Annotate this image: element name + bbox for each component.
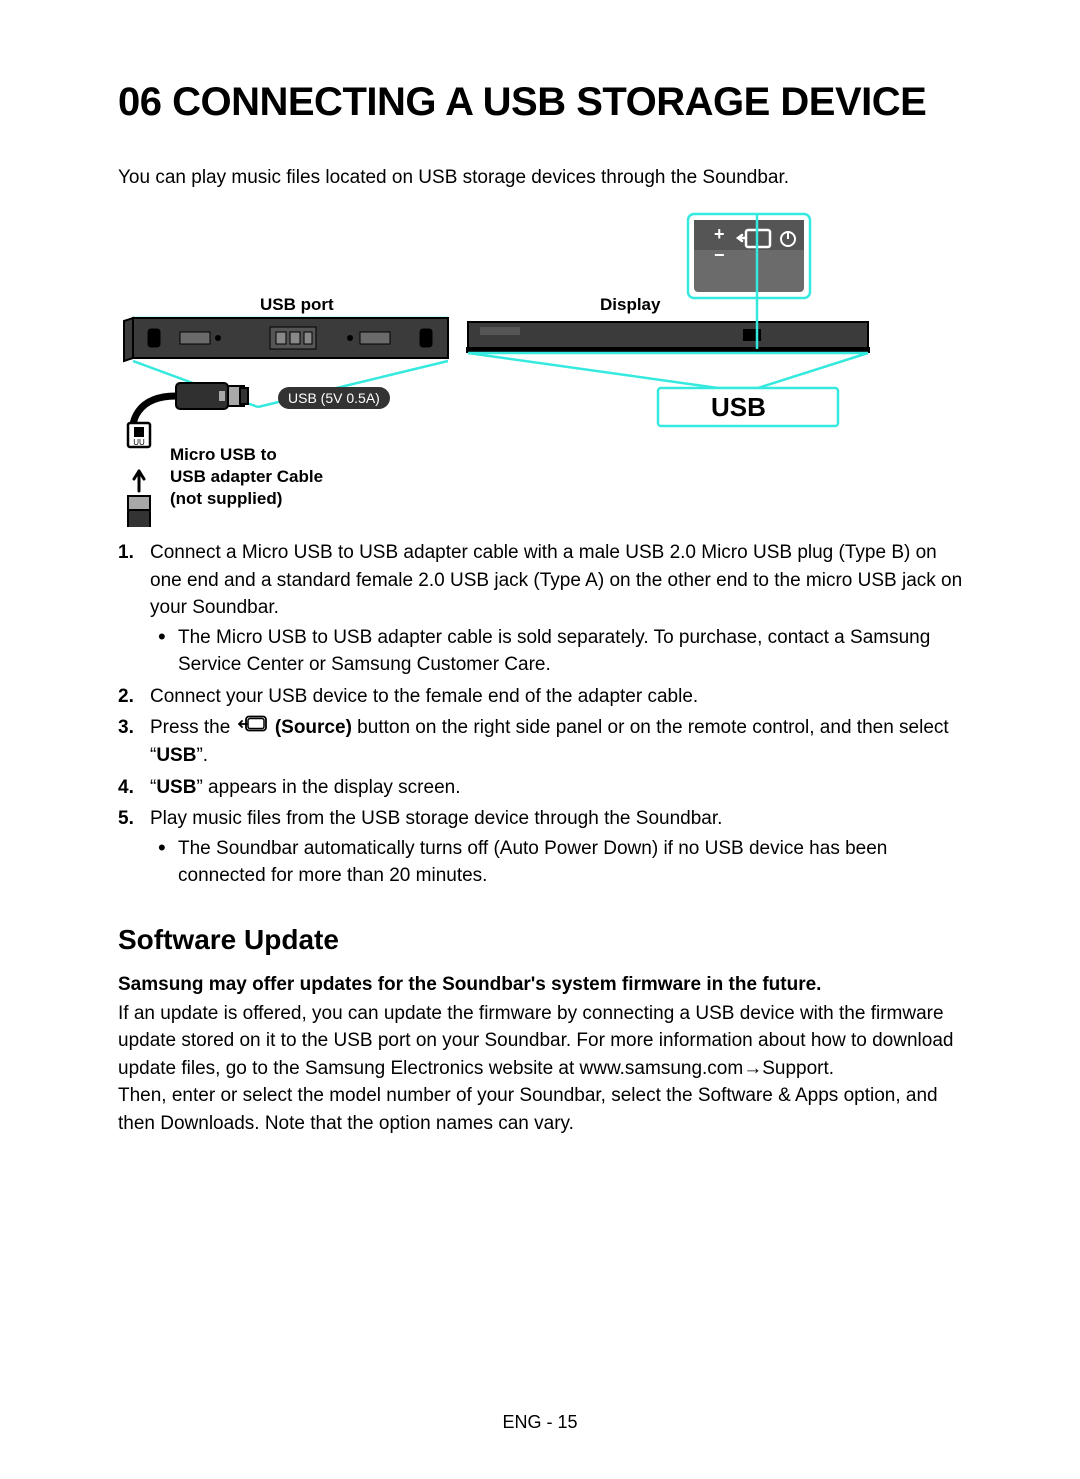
svg-text:UU: UU bbox=[133, 438, 145, 447]
instruction-steps: Connect a Micro USB to USB adapter cable… bbox=[118, 539, 970, 890]
step-5: Play music files from the USB storage de… bbox=[118, 805, 970, 890]
display-text: USB bbox=[711, 392, 766, 423]
page-title: 06 CONNECTING A USB STORAGE DEVICE bbox=[118, 80, 970, 125]
software-update-heading: Software Update bbox=[118, 924, 970, 956]
step-3: Press the (Source) button on the right s… bbox=[118, 714, 970, 769]
step-4: “USB” appears in the display screen. bbox=[118, 774, 970, 802]
step-1: Connect a Micro USB to USB adapter cable… bbox=[118, 539, 970, 679]
usb-spec-label: USB (5V 0.5A) bbox=[288, 390, 380, 406]
cable-label-line2: USB adapter Cable bbox=[170, 466, 323, 488]
cable-label-line1: Micro USB to bbox=[170, 444, 323, 466]
svg-text:−: − bbox=[714, 245, 725, 265]
usb-port-label: USB port bbox=[260, 295, 334, 315]
cable-label-line3: (not supplied) bbox=[170, 488, 323, 510]
step-3-source: (Source) bbox=[270, 717, 352, 738]
remote-panel-icon: + − bbox=[688, 214, 810, 298]
svg-text:+: + bbox=[714, 224, 725, 244]
source-icon bbox=[238, 714, 268, 742]
connection-diagram: + − bbox=[118, 211, 970, 527]
step-3-usb: USB bbox=[156, 745, 196, 766]
software-bold-intro: Samsung may offer updates for the Soundb… bbox=[118, 974, 970, 996]
step-3a: Press the bbox=[150, 717, 236, 738]
software-p1: If an update is offered, you can update … bbox=[118, 1000, 970, 1083]
page-footer: ENG - 15 bbox=[0, 1412, 1080, 1433]
step-5-text: Play music files from the USB storage de… bbox=[150, 808, 722, 829]
step-2: Connect your USB device to the female en… bbox=[118, 683, 970, 711]
intro-text: You can play music files located on USB … bbox=[118, 167, 970, 189]
usb-flash-drive-icon: UU bbox=[128, 423, 150, 527]
step-3c: ”. bbox=[196, 745, 208, 766]
step-5-sub: The Soundbar automatically turns off (Au… bbox=[150, 835, 970, 890]
step-4-usb: USB bbox=[156, 777, 196, 798]
display-label: Display bbox=[600, 295, 660, 315]
cable-label: Micro USB to USB adapter Cable (not supp… bbox=[170, 444, 323, 510]
step-1-sub: The Micro USB to USB adapter cable is so… bbox=[150, 624, 970, 679]
step-4b: ” appears in the display screen. bbox=[196, 777, 460, 798]
step-1-text: Connect a Micro USB to USB adapter cable… bbox=[150, 542, 962, 618]
software-p2: Then, enter or select the model number o… bbox=[118, 1082, 970, 1137]
